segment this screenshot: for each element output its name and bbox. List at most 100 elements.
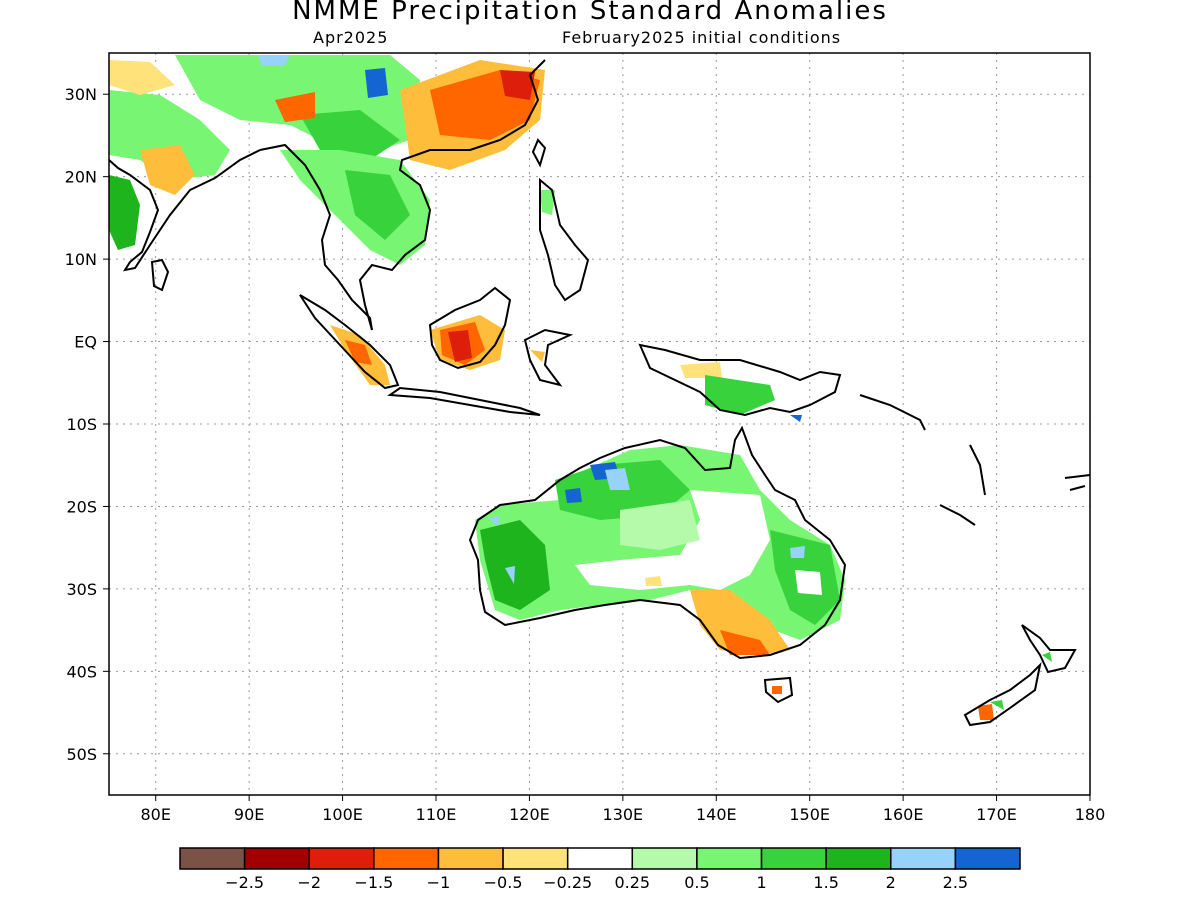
colorbar-label: 0.25 — [614, 873, 650, 892]
anomaly-patch-australia-yellow-small — [645, 576, 662, 586]
colorbar-swatch — [631, 847, 698, 870]
graticule — [109, 53, 1090, 795]
anomaly-patch-australia-lightblue-east — [790, 546, 805, 558]
anomaly-patch-tasmania — [772, 686, 782, 694]
colorbar-swatch — [373, 847, 440, 870]
anomaly-patch-india-north — [109, 60, 175, 95]
coastline-new-caledonia — [939, 504, 976, 526]
coastline-sri-lanka — [150, 258, 170, 292]
colorbar: −2.5 −2 −1.5 −1 −0.5 −0.25 0.25 0.5 1 1.5 2 2.5 — [179, 847, 1021, 892]
colorbar-label: −1.5 — [354, 873, 393, 892]
coastline-india — [109, 149, 261, 272]
lon-tick-label: 180 — [1075, 805, 1106, 824]
lon-tick-label: 130E — [603, 805, 644, 824]
colorbar-swatch — [502, 847, 569, 870]
coastline-sumatra — [299, 294, 400, 390]
anomaly-patch-newguinea-yellow — [680, 362, 722, 378]
map-title: NMME Precipitation Standard Anomalies — [292, 0, 888, 26]
colorbar-label: −0.5 — [484, 873, 523, 892]
anomaly-patch-india-orange — [140, 145, 195, 195]
colorbar-label: 1 — [756, 873, 766, 892]
anomaly-patch-tibet-lightblue — [258, 55, 290, 66]
lat-tick-label: 30S — [66, 580, 97, 599]
colorbar-swatch — [308, 847, 375, 870]
anomaly-patch-philippines — [540, 190, 555, 215]
longitude-labels: 80E 90E 100E 110E 120E 130E 140E 150E 160E 170E 18… — [140, 795, 1105, 824]
anomaly-patch-sumatra-orange — [345, 340, 372, 365]
coastlines — [109, 59, 1090, 727]
anomaly-patch-australia-white — [575, 490, 770, 590]
lat-tick-label: 40S — [66, 662, 97, 681]
lat-tick-label: 30N — [65, 85, 97, 104]
lon-tick-label: 160E — [883, 805, 924, 824]
anomaly-patch-india-west — [109, 175, 140, 250]
coastline-vanuatu — [969, 444, 986, 496]
lon-tick-label: 170E — [976, 805, 1017, 824]
anomaly-patch-borneo-red — [448, 330, 472, 362]
anomaly-patch-tibet-dark — [300, 110, 400, 160]
anomaly-patch-australia-darkgreen-west — [480, 520, 550, 610]
lat-tick-label: 20N — [65, 168, 97, 187]
anomaly-patch-sulawesi — [530, 350, 545, 362]
colorbar-swatch — [954, 847, 1021, 870]
anomaly-patch-nz-green — [990, 700, 1004, 710]
anomaly-patch-nz-north-green — [1042, 652, 1052, 662]
lon-tick-label: 140E — [696, 805, 737, 824]
anomaly-patch-tibet-blue — [365, 68, 388, 98]
colorbar-swatch — [696, 847, 763, 870]
colorbar-label: −1 — [427, 873, 451, 892]
lon-tick-label: 110E — [416, 805, 457, 824]
coastline-australia — [468, 425, 847, 660]
colorbar-label: 0.5 — [684, 873, 709, 892]
anomaly-patch-newguinea-green — [705, 375, 775, 415]
forecast-month: Apr2025 — [313, 28, 389, 47]
colorbar-label: 2 — [886, 873, 896, 892]
colorbar-swatch — [243, 847, 310, 870]
coastline-java — [387, 386, 541, 416]
coastline-fiji — [1064, 474, 1090, 491]
lat-tick-label: 50S — [66, 745, 97, 764]
anomaly-patch-australia-lightgreen — [620, 500, 700, 550]
coastline-sulawesi — [523, 328, 574, 387]
colorbar-label: 2.5 — [943, 873, 968, 892]
anomaly-patch-tibet-orange — [275, 92, 315, 122]
anomaly-patch-australia-se-orange — [720, 630, 770, 655]
lon-tick-label: 150E — [789, 805, 830, 824]
coastline-solomons — [859, 394, 926, 431]
coastline-taiwan — [531, 138, 547, 168]
anomaly-patch-australia-lightblue-west — [505, 566, 515, 584]
lon-tick-label: 80E — [140, 805, 170, 824]
coastline-bay-to-malaya — [259, 143, 373, 331]
colorbar-swatch — [179, 847, 246, 870]
colorbar-swatch — [760, 847, 827, 870]
lon-tick-label: 120E — [509, 805, 550, 824]
initial-conditions: February2025 initial conditions — [562, 28, 842, 47]
anomaly-patch-australia-east-white — [795, 570, 822, 595]
anomaly-patch-india-greenbelt — [109, 90, 230, 180]
lon-tick-label: 100E — [322, 805, 363, 824]
colorbar-swatch — [437, 847, 504, 870]
anomaly-patch-indochina-dark — [345, 170, 410, 240]
coastline-tasmania — [763, 676, 794, 704]
lat-tick-label: 10N — [65, 250, 97, 269]
anomaly-patch-australia-lightblue-sw — [488, 516, 500, 526]
colorbar-label: −2.5 — [225, 873, 264, 892]
anomaly-patch-newguinea-blue — [790, 415, 802, 422]
lat-tick-label: 10S — [66, 415, 97, 434]
anomaly-patch-australia-se-yellow — [690, 590, 790, 655]
anomaly-layer — [109, 55, 1052, 720]
coastline-indochina — [358, 59, 546, 331]
lon-tick-label: 90E — [234, 805, 264, 824]
colorbar-label: −0.25 — [543, 873, 592, 892]
colorbar-swatch — [825, 847, 892, 870]
colorbar-label: 1.5 — [813, 873, 838, 892]
coastline-new-guinea — [638, 343, 842, 417]
colorbar-label: −2 — [297, 873, 321, 892]
coastline-borneo — [428, 286, 512, 370]
anomaly-patch-china-red — [500, 70, 535, 100]
anomaly-patch-australia-lightblue-north — [605, 468, 630, 490]
colorbar-swatch — [566, 847, 634, 870]
lat-tick-label: 20S — [66, 497, 97, 516]
anomaly-patch-nz-orange — [978, 704, 994, 720]
